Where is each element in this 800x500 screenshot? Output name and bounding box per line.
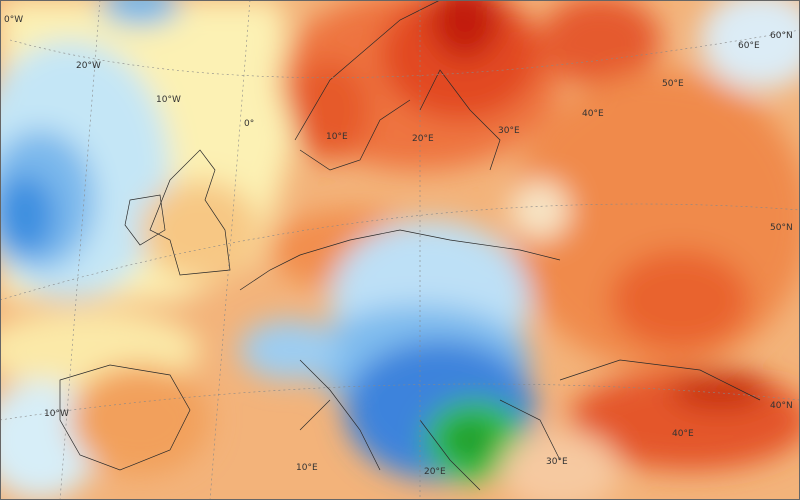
lon-label: 20°E [424,467,446,477]
lon-label: 0° [244,119,254,129]
lon-label: 0°W [4,15,23,25]
lon-label: 40°E [582,109,604,119]
lon-label: 40°E [672,429,694,439]
coastlines [59,0,761,491]
lon-label: 20°W [76,61,101,71]
lon-label: 30°E [498,126,520,136]
lon-label: 10°E [296,463,318,473]
lon-label: 30°E [546,457,568,467]
lat-label: 40°N [770,401,793,411]
lon-label: 50°E [662,79,684,89]
lon-label: 10°W [156,95,181,105]
lat-label: 50°N [770,223,793,233]
lat-label: 60°N [770,31,793,41]
lon-label: 20°E [412,134,434,144]
lon-label: 10°W [44,409,69,419]
graticule-labels: 0°W 20°W 10°W 0° 10°E 20°E 30°E 40°E 50°… [4,15,793,477]
lon-label: 60°E [738,41,760,51]
lon-label: 10°E [326,132,348,142]
